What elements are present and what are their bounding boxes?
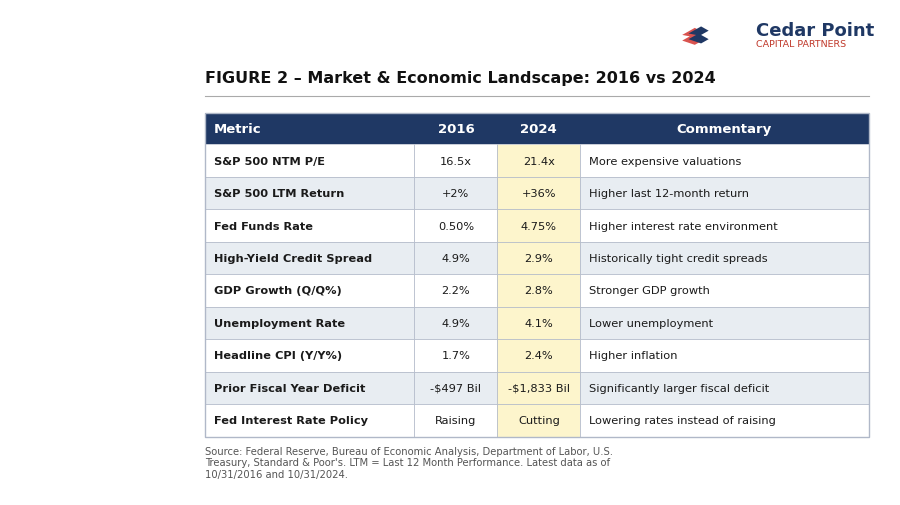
Text: Unemployment Rate: Unemployment Rate bbox=[214, 318, 346, 328]
Text: +36%: +36% bbox=[522, 189, 556, 198]
Text: 1.7%: 1.7% bbox=[442, 351, 471, 361]
Text: Prior Fiscal Year Deficit: Prior Fiscal Year Deficit bbox=[214, 383, 365, 393]
Text: 2024: 2024 bbox=[520, 123, 557, 136]
Text: +2%: +2% bbox=[442, 189, 470, 198]
Text: Higher last 12-month return: Higher last 12-month return bbox=[590, 189, 750, 198]
Text: Higher inflation: Higher inflation bbox=[590, 351, 678, 361]
Text: Stronger GDP growth: Stronger GDP growth bbox=[590, 286, 710, 296]
Text: 2.2%: 2.2% bbox=[442, 286, 470, 296]
Text: 2.9%: 2.9% bbox=[525, 254, 554, 264]
Text: S&P 500 NTM P/E: S&P 500 NTM P/E bbox=[214, 156, 325, 166]
Text: 4.9%: 4.9% bbox=[442, 254, 471, 264]
Text: 4.9%: 4.9% bbox=[442, 318, 471, 328]
Text: CAPITAL PARTNERS: CAPITAL PARTNERS bbox=[756, 40, 846, 49]
Text: -$1,833 Bil: -$1,833 Bil bbox=[508, 383, 570, 393]
Text: -$497 Bil: -$497 Bil bbox=[430, 383, 482, 393]
Text: Lowering rates instead of raising: Lowering rates instead of raising bbox=[590, 416, 776, 426]
Text: 0.50%: 0.50% bbox=[437, 221, 474, 231]
Text: 2.4%: 2.4% bbox=[525, 351, 554, 361]
Text: 16.5x: 16.5x bbox=[440, 156, 472, 166]
Text: Headline CPI (Y/Y%): Headline CPI (Y/Y%) bbox=[214, 351, 342, 361]
Text: Source: Federal Reserve, Bureau of Economic Analysis, Department of Labor, U.S.
: Source: Federal Reserve, Bureau of Econo… bbox=[205, 446, 613, 479]
Text: Higher interest rate environment: Higher interest rate environment bbox=[590, 221, 778, 231]
Text: Metric: Metric bbox=[214, 123, 262, 136]
Text: 2016: 2016 bbox=[437, 123, 474, 136]
Text: 4.75%: 4.75% bbox=[521, 221, 557, 231]
Text: More expensive valuations: More expensive valuations bbox=[590, 156, 742, 166]
Text: Raising: Raising bbox=[436, 416, 477, 426]
Text: Cedar Point: Cedar Point bbox=[756, 22, 874, 40]
Text: S&P 500 LTM Return: S&P 500 LTM Return bbox=[214, 189, 345, 198]
Text: Fed Interest Rate Policy: Fed Interest Rate Policy bbox=[214, 416, 368, 426]
Text: GDP Growth (Q/Q%): GDP Growth (Q/Q%) bbox=[214, 286, 342, 296]
Text: 21.4x: 21.4x bbox=[523, 156, 554, 166]
Text: Historically tight credit spreads: Historically tight credit spreads bbox=[590, 254, 768, 264]
Text: Fed Funds Rate: Fed Funds Rate bbox=[214, 221, 313, 231]
Text: FIGURE 2 – Market & Economic Landscape: 2016 vs 2024: FIGURE 2 – Market & Economic Landscape: … bbox=[205, 71, 716, 86]
Text: Lower unemployment: Lower unemployment bbox=[590, 318, 714, 328]
Text: High-Yield Credit Spread: High-Yield Credit Spread bbox=[214, 254, 373, 264]
Text: 4.1%: 4.1% bbox=[525, 318, 554, 328]
Text: Commentary: Commentary bbox=[677, 123, 772, 136]
Text: Significantly larger fiscal deficit: Significantly larger fiscal deficit bbox=[590, 383, 770, 393]
Text: 2.8%: 2.8% bbox=[525, 286, 554, 296]
Text: Cutting: Cutting bbox=[518, 416, 560, 426]
